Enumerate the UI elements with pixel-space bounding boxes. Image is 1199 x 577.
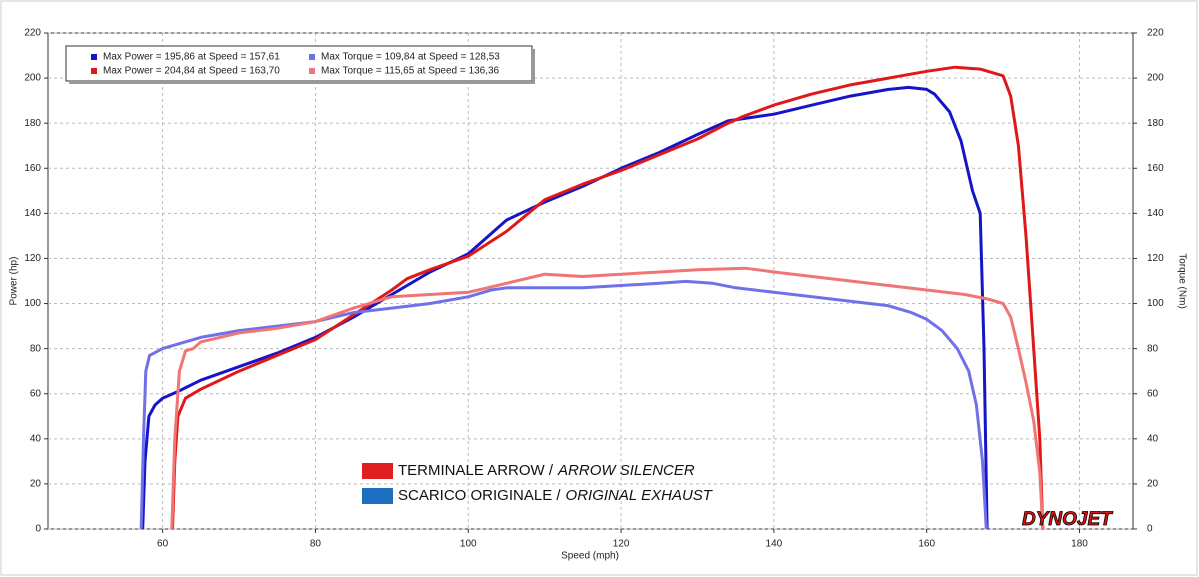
plot-area (47, 32, 1134, 530)
legend (65, 45, 533, 82)
y2-tick-label: 40 (1147, 433, 1159, 444)
annotation-swatch (362, 463, 393, 479)
y2-axis-label: Torque (Nm) (1176, 253, 1187, 309)
x-tick-label: 180 (1071, 539, 1088, 550)
x-tick-label: 100 (460, 539, 477, 550)
y-tick-label: 120 (24, 253, 41, 264)
y2-tick-label: 60 (1147, 388, 1159, 399)
legend-swatch (91, 54, 97, 60)
annotation-text: TERMINALE ARROW / (398, 462, 554, 479)
y2-tick-label: 20 (1147, 479, 1159, 490)
x-axis-label: Speed (mph) (561, 551, 619, 562)
x-tick-label: 60 (157, 539, 169, 550)
y-tick-label: 20 (30, 479, 42, 490)
y-tick-label: 0 (35, 524, 41, 535)
y2-tick-label: 80 (1147, 343, 1159, 354)
annotation: SCARICO ORIGINALE / ORIGINAL EXHAUST (398, 487, 714, 504)
legend-label: Max Torque = 115,65 at Speed = 136,36 (321, 66, 500, 77)
x-tick-label: 120 (613, 539, 630, 550)
legend-label: Max Power = 204,84 at Speed = 163,70 (103, 66, 280, 77)
y-tick-label: 200 (24, 73, 41, 84)
y-tick-label: 160 (24, 163, 41, 174)
y2-tick-label: 180 (1147, 118, 1164, 129)
annotation-text: SCARICO ORIGINALE / (398, 487, 561, 504)
y2-tick-label: 100 (1147, 298, 1164, 309)
legend-shadow (532, 49, 535, 84)
y-tick-label: 40 (30, 433, 42, 444)
logo: DYNOJET (1022, 509, 1113, 530)
legend-swatch (309, 54, 315, 60)
annotation-italic: ORIGINAL EXHAUST (566, 487, 714, 504)
legend-label: Max Power = 195,86 at Speed = 157,61 (103, 52, 280, 63)
y2-tick-label: 160 (1147, 163, 1164, 174)
series-line (141, 85, 989, 530)
x-tick-label: 160 (918, 539, 935, 550)
y-tick-label: 220 (24, 28, 41, 39)
series-line (170, 266, 1045, 530)
annotation-italic: ARROW SILENCER (557, 462, 695, 479)
legend-swatch (91, 68, 97, 74)
annotation: TERMINALE ARROW / ARROW SILENCER (398, 462, 695, 479)
legend-shadow (69, 81, 535, 84)
y-tick-label: 60 (30, 388, 42, 399)
y-tick-label: 180 (24, 118, 41, 129)
y-tick-label: 140 (24, 208, 41, 219)
legend-label: Max Torque = 109,84 at Speed = 128,53 (321, 52, 500, 63)
y2-tick-label: 200 (1147, 73, 1164, 84)
y-tick-label: 80 (30, 343, 42, 354)
series-line (171, 65, 1045, 530)
y2-tick-label: 140 (1147, 208, 1164, 219)
y2-tick-label: 220 (1147, 28, 1164, 39)
x-tick-label: 80 (310, 539, 322, 550)
y-tick-label: 100 (24, 298, 41, 309)
y2-tick-label: 0 (1147, 524, 1153, 535)
legend-swatch (309, 68, 315, 74)
annotation-swatch (362, 488, 393, 504)
x-tick-label: 140 (766, 539, 783, 550)
y-axis-label: Power (hp) (9, 257, 20, 306)
y2-tick-label: 120 (1147, 253, 1164, 264)
series-line (139, 279, 988, 530)
